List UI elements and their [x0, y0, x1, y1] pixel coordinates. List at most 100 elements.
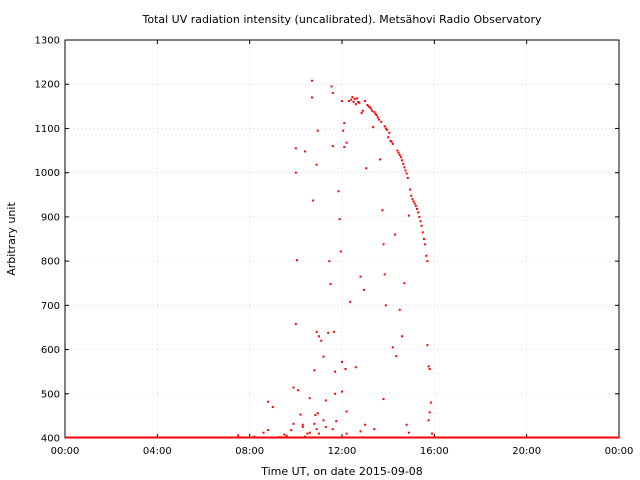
y-axis-title: Arbitrary unit	[5, 202, 18, 276]
data-point	[310, 79, 313, 82]
data-point	[429, 401, 432, 404]
data-point	[351, 96, 354, 99]
data-point	[394, 233, 397, 236]
data-point	[308, 397, 311, 400]
data-point	[295, 259, 298, 262]
data-point	[343, 122, 346, 125]
chart-title: Total UV radiation intensity (uncalibrat…	[142, 13, 542, 26]
data-point	[331, 145, 334, 148]
data-point	[398, 153, 401, 156]
grid-lines	[65, 40, 619, 438]
data-point	[389, 139, 392, 142]
y-tick-label: 800	[41, 257, 60, 268]
y-tick-label: 1100	[35, 124, 60, 135]
data-point	[350, 98, 353, 101]
data-point	[354, 103, 357, 106]
data-point	[407, 431, 410, 434]
data-point	[267, 400, 270, 403]
data-point	[314, 414, 317, 417]
axis-ticks	[64, 39, 620, 439]
data-point	[342, 129, 345, 132]
data-point	[391, 142, 394, 145]
data-point	[317, 335, 320, 338]
data-point	[382, 398, 385, 401]
data-point	[285, 434, 288, 437]
data-point	[332, 330, 335, 333]
data-point	[267, 429, 270, 432]
data-point	[412, 200, 415, 203]
y-tick-label: 1000	[35, 168, 60, 179]
data-point	[341, 360, 343, 363]
data-point	[294, 171, 297, 174]
data-point	[374, 112, 377, 115]
data-point	[401, 335, 404, 338]
data-point	[405, 172, 408, 175]
data-point	[426, 344, 429, 347]
y-tick-label: 1200	[35, 80, 60, 91]
data-point	[360, 111, 363, 114]
data-point	[345, 141, 348, 144]
data-point	[344, 368, 347, 371]
data-point	[315, 163, 318, 166]
x-tick-label: 08:00	[235, 446, 264, 457]
data-point	[283, 433, 286, 436]
data-point	[366, 104, 369, 107]
data-point	[320, 339, 323, 342]
data-point	[425, 254, 428, 257]
data-point	[426, 260, 429, 263]
data-point	[418, 215, 421, 218]
data-point	[428, 368, 431, 371]
data-point	[313, 369, 316, 372]
data-point	[419, 220, 422, 223]
data-point	[427, 419, 430, 422]
data-point	[278, 436, 281, 439]
data-point	[331, 428, 334, 431]
data-point	[347, 100, 350, 103]
y-tick-label: 700	[41, 301, 60, 312]
data-point	[317, 432, 320, 435]
data-point	[390, 140, 393, 143]
data-point	[402, 162, 405, 165]
x-tick-label: 16:00	[420, 446, 449, 457]
data-point	[271, 406, 274, 409]
data-point	[371, 109, 374, 112]
data-point	[431, 432, 434, 435]
data-point	[356, 97, 359, 100]
data-point	[364, 100, 367, 103]
data-point	[359, 430, 362, 433]
data-point	[330, 85, 333, 88]
data-point	[292, 386, 295, 389]
data-point	[391, 346, 394, 349]
data-point	[375, 114, 378, 117]
data-point	[380, 120, 383, 123]
data-point	[345, 432, 348, 435]
x-tick-labels: 00:00 04:00 08:00 12:00 16:00 20:00 00:00	[51, 446, 634, 457]
x-tick-label: 00:00	[51, 446, 80, 457]
data-point	[365, 167, 368, 170]
data-point	[301, 425, 304, 428]
data-point	[324, 425, 327, 428]
data-point	[357, 100, 360, 103]
data-point	[312, 199, 315, 202]
y-tick-label: 400	[41, 434, 60, 445]
data-point	[377, 118, 380, 121]
data-point	[339, 250, 342, 253]
data-point	[395, 355, 398, 358]
data-point	[398, 308, 401, 311]
data-point	[353, 97, 356, 100]
data-point	[329, 283, 332, 286]
data-points	[237, 79, 436, 439]
data-point	[335, 420, 338, 423]
data-point	[376, 116, 379, 119]
data-point	[310, 96, 313, 99]
data-point	[411, 198, 414, 201]
data-point	[362, 288, 365, 291]
data-point	[290, 429, 293, 432]
data-point	[407, 214, 410, 217]
x-tick-label: 20:00	[512, 446, 541, 457]
data-point	[299, 413, 302, 416]
data-point	[313, 422, 316, 425]
data-point	[410, 194, 413, 197]
data-point	[354, 366, 357, 369]
